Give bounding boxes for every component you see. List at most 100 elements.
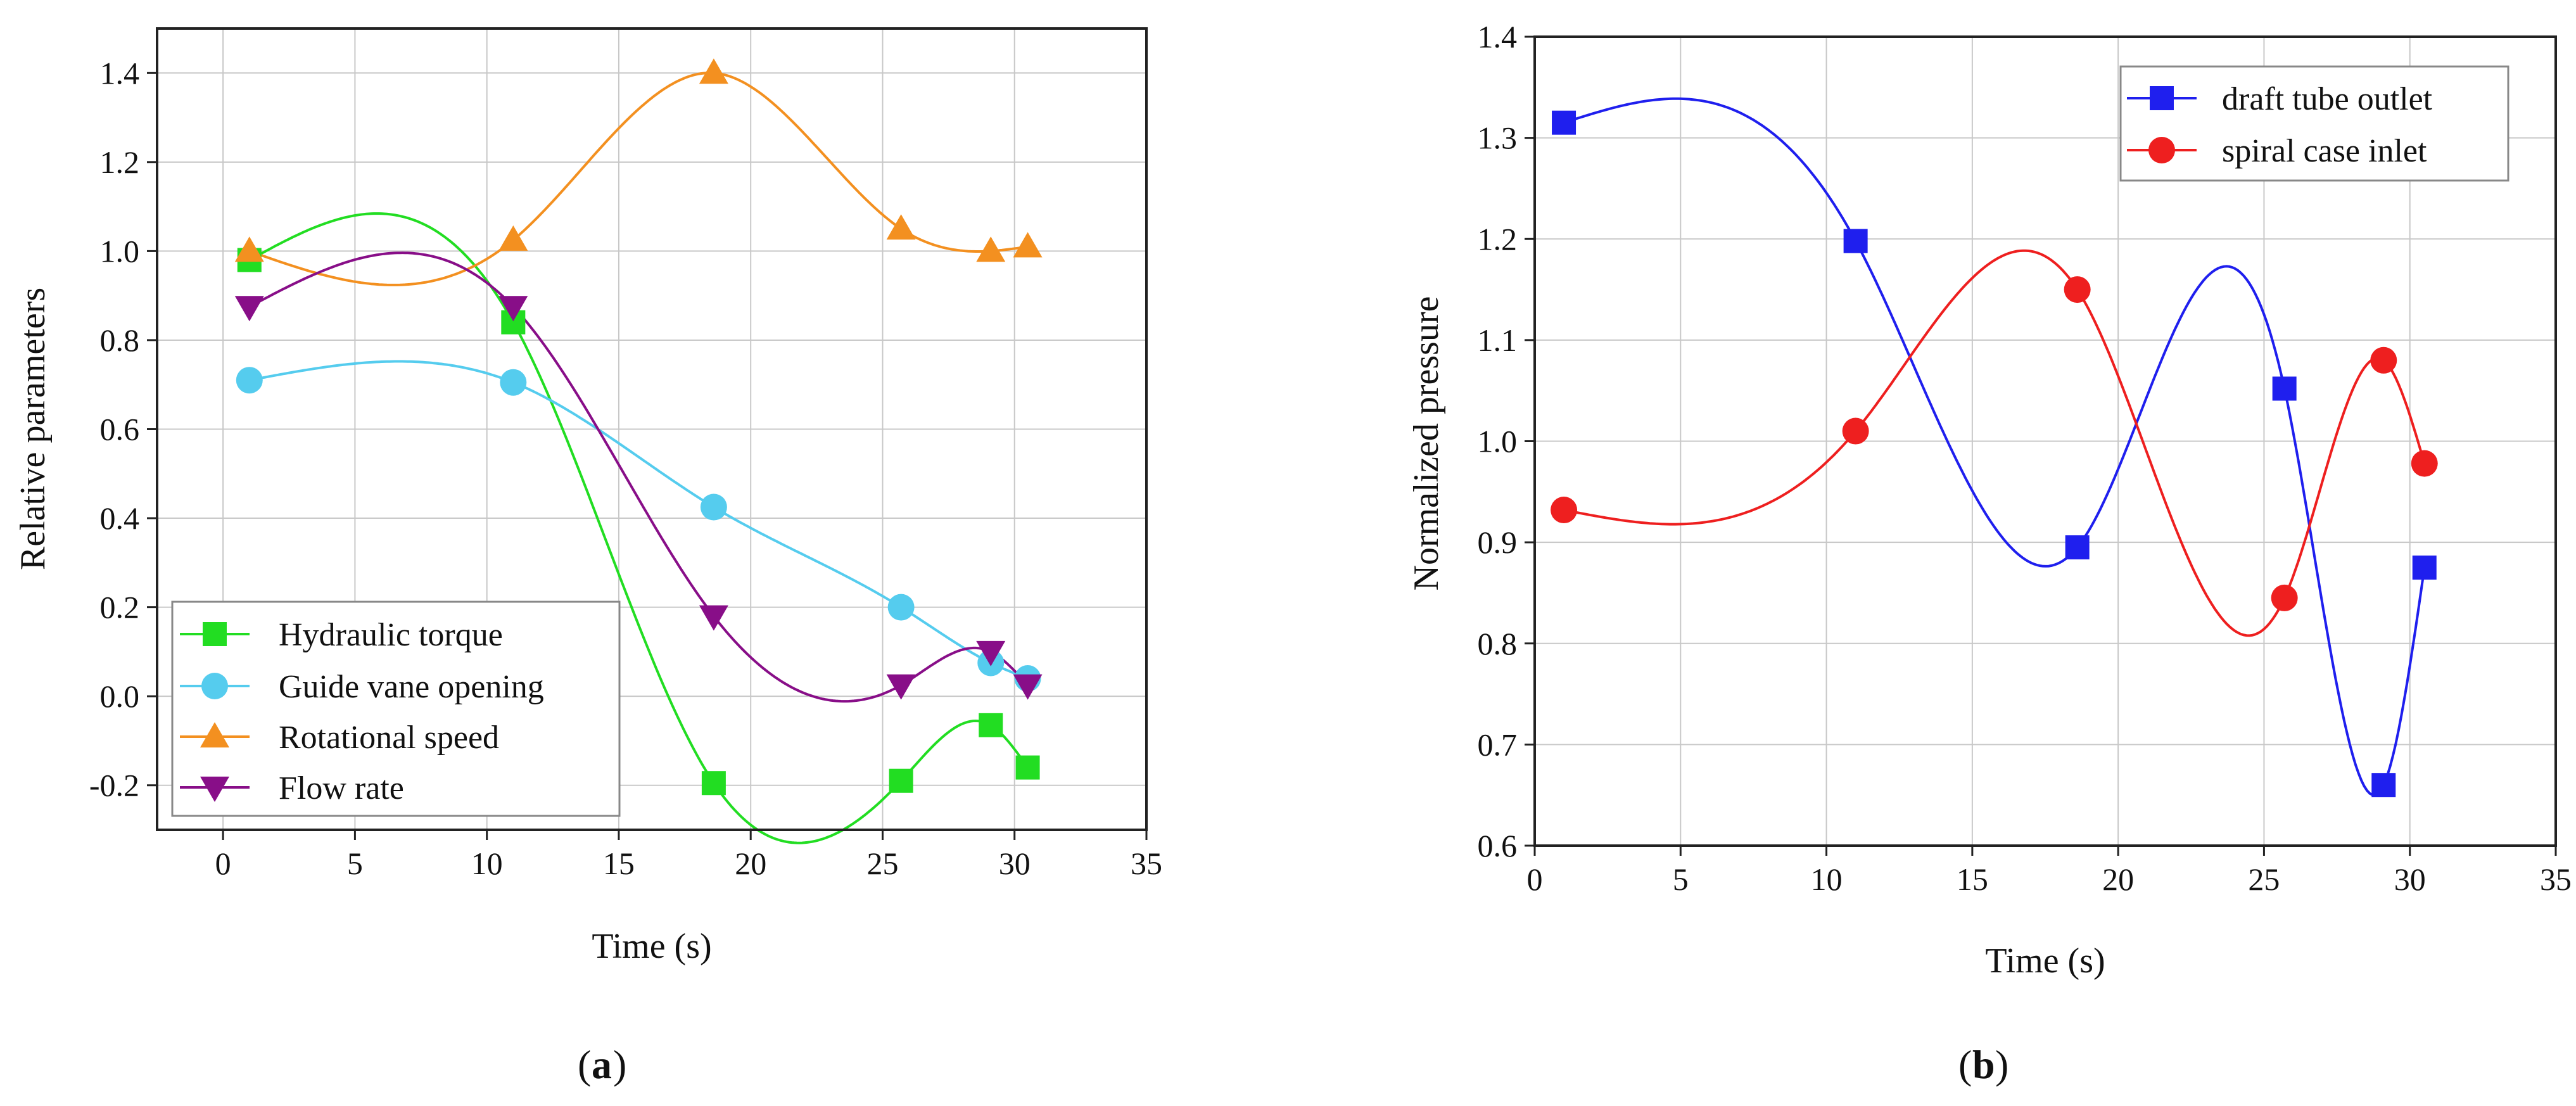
data-point-circle-marker <box>1551 497 1578 524</box>
panel-a-legend-label: Flow rate <box>279 770 404 806</box>
panel-a-chart: 0 5 10 15 20 25 30 35 -0.2 0.0 0.2 0.4 0.6 0.8 1.0 1.2… <box>13 27 1162 1087</box>
panel-a-x-ticks: 0 5 10 15 20 25 30 35 <box>215 830 1162 881</box>
data-point-triangle-up-marker <box>976 236 1006 262</box>
data-point-triangle-down-marker <box>1013 674 1043 700</box>
panel-b-legend-swatch-marker <box>2148 137 2175 163</box>
panel-b-label-open: ( <box>1958 1042 1972 1087</box>
panel-a-legend-swatch-marker <box>203 622 227 646</box>
y-tick-label: 0.4 <box>100 500 140 536</box>
data-point-square-marker <box>1015 755 1040 780</box>
data-point-circle-marker <box>236 367 263 394</box>
data-point-circle-marker <box>887 594 915 621</box>
panel-b-legend-swatch-marker <box>2150 86 2174 110</box>
x-tick-label: 25 <box>866 846 898 881</box>
panel-b-label-letter: b <box>1972 1042 1995 1087</box>
panel-a-legend-swatch-marker <box>201 673 228 699</box>
panel-b-legend-item-draft-tube-outlet: draft tube outlet <box>2127 81 2433 117</box>
x-tick-label: 15 <box>1957 861 1988 897</box>
y-tick-label: 0.6 <box>1478 828 1518 863</box>
data-point-triangle-down-marker <box>886 674 916 700</box>
data-point-triangle-down-marker <box>699 605 728 631</box>
panel-a-legend-item-flow-rate: Flow rate <box>180 770 404 806</box>
panel-b-label: ( b ) <box>1958 1042 2008 1087</box>
data-point-triangle-down-marker <box>976 640 1006 666</box>
data-point-triangle-up-marker <box>886 214 916 240</box>
panel-b-legend-label: draft tube outlet <box>2222 81 2433 117</box>
y-tick-label: 0.8 <box>100 322 140 358</box>
x-tick-label: 35 <box>1131 846 1162 881</box>
y-tick-label: 0.8 <box>1478 626 1518 661</box>
panel-a-legend-item-hydraulic-torque: Hydraulic torque <box>180 617 503 653</box>
panel-b-legend: draft tube outlet spiral case inlet <box>2119 65 2509 182</box>
y-tick-label: 1.4 <box>100 55 140 91</box>
x-tick-label: 10 <box>1811 861 1843 897</box>
y-tick-label: 0.6 <box>100 412 140 447</box>
panel-a-legend-item-guide-vane-opening: Guide vane opening <box>180 669 544 705</box>
y-tick-label: 1.3 <box>1478 120 1518 156</box>
data-point-triangle-up-marker <box>699 58 728 84</box>
data-point-circle-marker <box>2271 584 2298 611</box>
panel-a-label-close: ) <box>613 1042 626 1087</box>
panel-a-x-axis-label: Time (s) <box>592 927 711 966</box>
panel-a-legend-box <box>171 601 621 817</box>
data-point-circle-marker <box>2064 276 2091 303</box>
panel-b-markers <box>1551 110 2438 798</box>
data-point-square-marker <box>889 768 913 793</box>
x-tick-label: 20 <box>735 846 766 881</box>
data-point-square-marker <box>1552 110 1577 135</box>
x-tick-label: 10 <box>471 846 503 881</box>
panel-a-y-axis-label: Relative parameters <box>13 288 53 570</box>
data-point-circle-marker <box>2411 450 2438 477</box>
panel-a-label-letter: a <box>592 1042 612 1087</box>
panel-a-markers <box>234 58 1043 796</box>
x-tick-label: 0 <box>215 846 231 881</box>
data-point-square-marker <box>979 713 1003 737</box>
data-point-square-marker <box>1843 229 1868 253</box>
x-tick-label: 0 <box>1527 861 1543 897</box>
y-tick-label: 1.0 <box>1478 424 1518 459</box>
data-point-circle-marker <box>700 493 727 521</box>
panel-b-chart: 0 5 10 15 20 25 30 35 0.6 0.7 0.8 0.9 1.0 1.1 1.2 1.3 1… <box>1407 19 2572 1087</box>
x-tick-label: 5 <box>347 846 363 881</box>
panel-a-legend: Hydraulic torque Guide vane opening Rota… <box>171 601 621 817</box>
y-tick-label: -0.2 <box>89 768 139 803</box>
data-point-triangle-up-marker <box>1013 232 1043 258</box>
x-tick-label: 15 <box>603 846 635 881</box>
x-tick-label: 30 <box>999 846 1031 881</box>
panel-a-legend-item-rotational-speed: Rotational speed <box>180 720 499 756</box>
x-tick-label: 30 <box>2394 861 2426 897</box>
y-tick-label: 1.2 <box>100 144 140 180</box>
panel-a-legend-label: Guide vane opening <box>279 669 544 705</box>
panel-b-label-close: ) <box>1995 1042 2008 1087</box>
panel-a-y-ticks: -0.2 0.0 0.2 0.4 0.6 0.8 1.0 1.2 1.4 <box>89 55 157 803</box>
y-tick-label: 1.2 <box>1478 221 1518 257</box>
y-tick-label: 1.0 <box>100 233 140 269</box>
data-point-triangle-down-marker <box>498 296 528 322</box>
panel-b-x-ticks: 0 5 10 15 20 25 30 35 <box>1527 846 2572 897</box>
data-point-square-marker <box>701 771 726 796</box>
series-curve-draft-tube-outlet <box>1563 97 2426 797</box>
panel-b-y-ticks: 0.6 0.7 0.8 0.9 1.0 1.1 1.2 1.3 1.4 <box>1478 19 1535 863</box>
data-point-circle-marker <box>2370 346 2397 374</box>
data-point-triangle-up-marker <box>234 236 264 262</box>
panel-b-legend-label: spiral case inlet <box>2222 133 2427 169</box>
data-point-triangle-down-marker <box>234 296 264 322</box>
y-tick-label: 1.4 <box>1478 19 1518 54</box>
panel-b-y-axis-label: Normalized pressure <box>1407 296 1446 591</box>
panel-a-label-open: ( <box>578 1042 591 1087</box>
x-tick-label: 35 <box>2540 861 2572 897</box>
data-point-circle-marker <box>500 369 527 396</box>
panel-b-x-axis-label: Time (s) <box>1985 941 2105 981</box>
x-tick-label: 5 <box>1673 861 1689 897</box>
data-point-square-marker <box>2065 535 2090 560</box>
data-point-triangle-up-marker <box>498 225 528 251</box>
panel-a-legend-label: Hydraulic torque <box>279 617 503 653</box>
y-tick-label: 0.0 <box>100 678 140 714</box>
panel-b-legend-box <box>2119 65 2509 182</box>
y-tick-label: 1.1 <box>1478 322 1518 358</box>
x-tick-label: 20 <box>2102 861 2134 897</box>
data-point-circle-marker <box>1842 417 1869 445</box>
panel-b-legend-item-spiral-case-inlet: spiral case inlet <box>2127 133 2427 169</box>
panel-a-label: ( a ) <box>578 1042 626 1087</box>
